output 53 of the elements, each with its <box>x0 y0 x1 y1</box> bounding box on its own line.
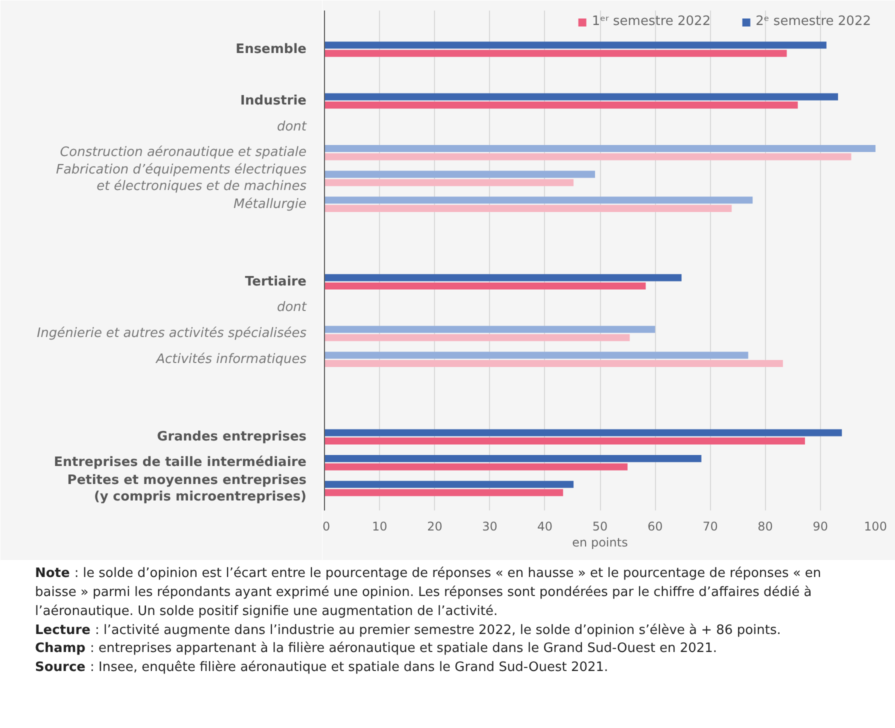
bar <box>324 429 842 436</box>
bar <box>324 455 702 462</box>
x-tick-label: 60 <box>647 520 663 534</box>
y-tick-label: Petites et moyennes entreprises (y compris microentreprises) <box>67 472 307 504</box>
bar <box>324 352 748 359</box>
x-tick-label: 70 <box>702 520 718 534</box>
text: Lecture : l’activité augmente dans l’industrie au premier semestre 2022, le solde d’opinion s’élève à + 86 points. <box>35 622 781 638</box>
bar <box>324 179 574 186</box>
text: Champ : entreprises appartenant à la filière aéronautique et spatiale dans le Grand Sud-Ouest en 2021. <box>35 641 718 656</box>
bar <box>324 93 838 100</box>
bar <box>324 360 783 367</box>
x-tick-label: 40 <box>537 520 553 534</box>
x-tick-label: 90 <box>812 520 828 534</box>
y-tick-label: Construction aéronautique et spatiale <box>60 145 307 160</box>
bar <box>324 274 682 282</box>
x-tick-label: 0 <box>322 520 330 534</box>
y-tick-label: Métallurgie <box>234 196 307 212</box>
bar <box>324 170 596 178</box>
text: Note : le solde d’opinion est l’écart entre le pourcentage de réponses « en hausse » et le pourcentage de réponses « en baisse » parmi les répondants ayant exprimé une opinion. Les réponses sont pondérées par le chiffre d’affaires dédié à l’aéronautique. Un solde positif signifie une augmentation de l’activité. <box>35 566 822 619</box>
bar <box>324 282 646 290</box>
x-tick-label: 50 <box>592 520 608 534</box>
bar <box>324 334 630 342</box>
source-note: Source : Insee, enquête filière aéronautique et spatiale dans le Grand Sud-Ouest 2021. <box>35 660 608 676</box>
bar <box>324 42 826 49</box>
bar <box>324 437 805 445</box>
legend-label: 2ᵉ semestre 2022 <box>756 14 871 29</box>
x-tick-label: 30 <box>482 520 498 534</box>
bar <box>324 102 798 109</box>
bar <box>324 326 656 333</box>
y-tick-label: Activités informatiques <box>155 352 307 367</box>
bar <box>324 204 732 212</box>
y-tick-label: Industrie <box>240 93 307 108</box>
x-tick-label: 10 <box>372 520 388 534</box>
bar <box>324 489 564 496</box>
y-tick-label: Grandes entreprises <box>157 429 307 444</box>
x-tick-label: 100 <box>864 520 887 534</box>
bar <box>324 144 876 152</box>
bar <box>324 50 787 57</box>
y-tick-label: Ingénierie et autres activités spécialisées <box>36 326 307 341</box>
bar <box>324 480 574 488</box>
y-tick-label: Ensemble <box>236 42 307 57</box>
bar <box>324 463 628 470</box>
bar <box>324 153 852 160</box>
y-tick-label: Tertiaire <box>245 274 307 290</box>
legend-label: 1ᵉʳ semestre 2022 <box>592 14 711 29</box>
x-tick-label: 20 <box>427 520 442 534</box>
y-tick-label: Entreprises de taille intermédiaire <box>54 455 307 470</box>
y-tick-label: Fabrication d’équipements électriques et électroniques et de machines <box>56 162 307 194</box>
x-tick-label: 80 <box>758 520 773 534</box>
y-tick-label: dont <box>276 300 308 316</box>
x-axis-title: en points <box>572 536 628 550</box>
bar <box>324 196 753 204</box>
y-tick-label: dont <box>276 119 308 134</box>
